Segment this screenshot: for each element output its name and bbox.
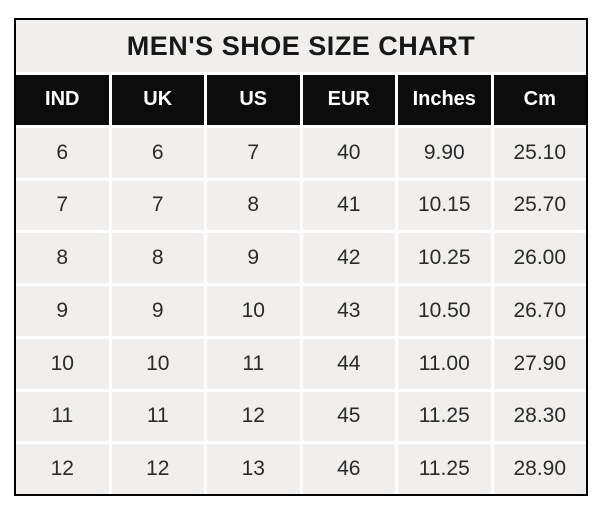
table-cell: 25.10 [493,127,586,178]
table-cell: 11 [16,391,109,442]
table-cell: 13 [207,444,300,494]
table-cell: 28.30 [493,391,586,442]
table-cell: 7 [111,180,204,231]
table-cell: 8 [16,233,109,283]
table-cell: 10.25 [398,233,491,283]
table-cell: 26.00 [493,233,586,283]
table-cell: 12 [207,391,300,442]
table-cell: 11.25 [398,391,491,442]
table-cell: 12 [111,444,204,494]
table-cell: 11 [111,391,204,442]
table-cell: 9.90 [398,127,491,178]
table-cell: 7 [207,127,300,178]
header-cell-inches: Inches [398,75,491,125]
shoe-size-chart: MEN'S SHOE SIZE CHART IND UK US EUR Inch… [14,18,588,496]
size-table: MEN'S SHOE SIZE CHART IND UK US EUR Inch… [16,20,586,494]
table-cell: 45 [302,391,395,442]
table-cell: 6 [16,127,109,178]
table-cell: 46 [302,444,395,494]
table-cell: 10 [207,286,300,336]
table-cell: 9 [16,286,109,336]
table-cell: 10 [16,338,109,389]
table-cell: 10.50 [398,286,491,336]
table-cell: 12 [16,444,109,494]
header-cell-uk: UK [111,75,204,125]
table-cell: 26.70 [493,286,586,336]
header-cell-eur: EUR [302,75,395,125]
table-cell: 11.00 [398,338,491,389]
table-cell: 9 [207,233,300,283]
table-cell: 8 [111,233,204,283]
table-cell: 7 [16,180,109,231]
header-cell-ind: IND [16,75,109,125]
header-cell-cm: Cm [493,75,586,125]
table-cell: 44 [302,338,395,389]
table-cell: 6 [111,127,204,178]
table-cell: 9 [111,286,204,336]
table-cell: 43 [302,286,395,336]
table-cell: 11.25 [398,444,491,494]
table-cell: 41 [302,180,395,231]
table-cell: 10 [111,338,204,389]
table-cell: 8 [207,180,300,231]
table-cell: 25.70 [493,180,586,231]
chart-title: MEN'S SHOE SIZE CHART [16,20,586,72]
table-cell: 10.15 [398,180,491,231]
header-cell-us: US [207,75,300,125]
table-cell: 27.90 [493,338,586,389]
table-cell: 11 [207,338,300,389]
table-cell: 28.90 [493,444,586,494]
table-cell: 42 [302,233,395,283]
table-cell: 40 [302,127,395,178]
